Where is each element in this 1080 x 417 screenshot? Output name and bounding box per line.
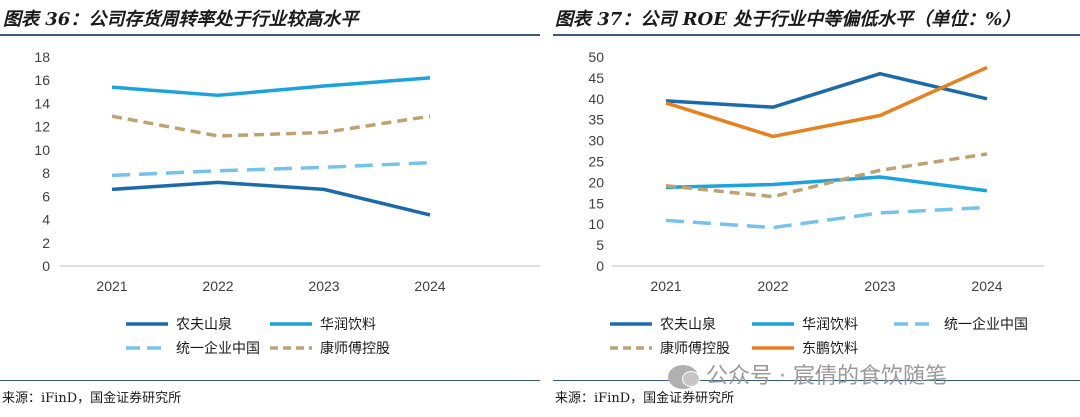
left-y-tick-label: 8 [42,165,50,181]
right-y-tick-label: 35 [588,112,604,128]
left-x-tick-label: 2023 [308,278,339,294]
left-x-tick-label: 2024 [414,278,445,294]
right-y-tick-label: 40 [588,91,604,107]
right-title-rule [553,34,1080,36]
left-y-tick-label: 0 [42,258,50,274]
left-source-note: 来源：iFinD，国金证券研究所 [2,391,182,406]
right-x-tick-label: 2024 [971,278,1002,294]
left-y-tick-label: 16 [34,72,50,88]
right-legend-label-4: 康师傅控股 [660,340,730,357]
left-legend-label-4: 康师傅控股 [320,340,390,357]
left-series-line-2 [111,76,431,98]
right-y-tick-label: 5 [596,237,604,253]
left-x-tick-label: 2021 [96,278,127,294]
left-y-tick-label: 18 [34,49,50,65]
left-chart: 0 2 4 6 8 10 12 14 16 18 2021 2022 2023 2024 农夫山泉 华润饮料统… [34,49,540,357]
watermark: 公众号 · 宸倩的食饮随笔 [668,358,947,390]
left-y-tick-label: 2 [42,235,50,251]
right-legend-label-3: 统一企业中国 [944,316,1028,333]
right-legend-label-5: 东鹏饮料 [802,341,858,357]
right-source-note: 来源：iFinD，国金证券研究所 [555,391,735,406]
left-x-tick-label: 2022 [202,278,233,294]
left-legend-label-1: 农夫山泉 [176,316,232,333]
right-series-line-2 [665,175,988,193]
left-source-rule [0,380,540,381]
left-y-tick-label: 14 [34,95,50,111]
left-legend-label-2: 华润饮料 [320,317,376,333]
wechat-icon [668,365,700,389]
left-y-tick-label: 6 [42,188,50,204]
right-x-tick-label: 2023 [864,278,895,294]
right-x-tick-label: 2021 [650,278,681,294]
right-y-tick-label: 0 [596,258,604,274]
right-chart-title: 图表 37：公司 ROE 处于行业中等偏低水平（单位：%） [555,9,1021,30]
left-y-tick-label: 4 [42,212,50,228]
right-x-tick-label: 2022 [757,278,788,294]
right-legend-label-1: 农夫山泉 [660,316,716,333]
left-series-line-1 [111,180,431,217]
right-series-line-5 [665,65,988,139]
left-series-line-4 [111,114,431,138]
left-title-rule [0,34,540,36]
right-legend-label-2: 华润饮料 [802,317,858,333]
left-y-tick-label: 10 [34,142,50,158]
right-y-tick-label: 30 [588,133,604,149]
right-series-line-4 [665,152,988,199]
right-series-line-1 [665,71,988,109]
right-source-rule [553,380,1080,381]
right-y-tick-label: 15 [588,195,604,211]
left-chart-title: 图表 36：公司存货周转率处于行业较高水平 [3,9,359,30]
left-legend-label-3: 统一企业中国 [176,340,260,357]
right-y-tick-label: 20 [588,174,604,190]
right-chart: 0 5 10 15 20 25 30 35 40 45 50 2021 2022 2023 2024 农夫山泉… [588,49,1044,357]
right-y-tick-label: 45 [588,70,604,86]
right-series-line-3 [665,205,988,230]
right-y-tick-label: 50 [588,49,604,65]
right-y-tick-label: 10 [588,216,604,232]
watermark-text: 公众号 · 宸倩的食饮随笔 [706,364,947,389]
right-y-tick-label: 25 [588,154,604,170]
left-series-line-3 [111,160,431,178]
left-y-tick-label: 12 [34,119,50,135]
